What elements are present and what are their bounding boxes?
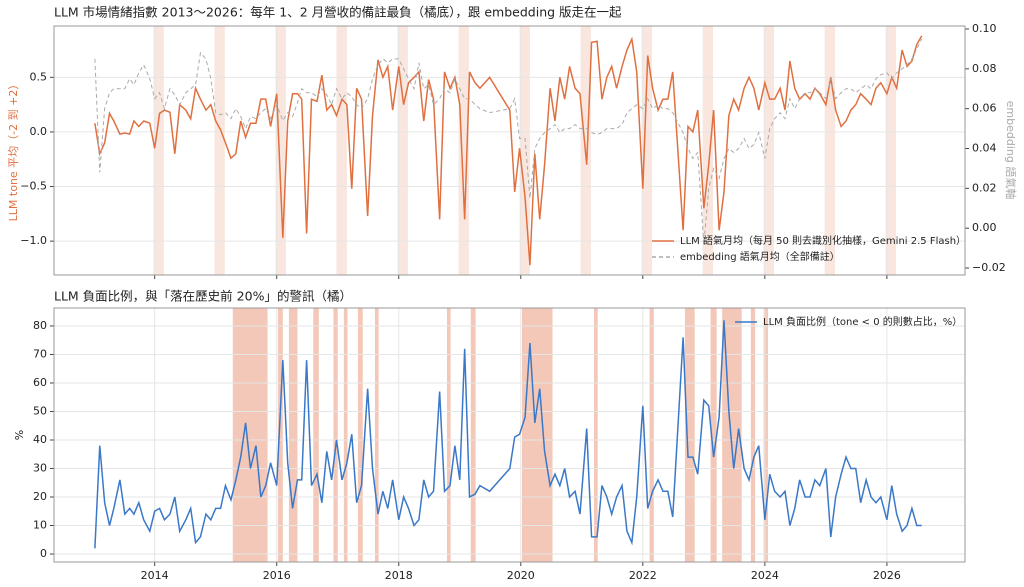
highlight-span	[522, 308, 553, 562]
chart-title: LLM 市場情緒指數 2013～2026：每年 1、2 月營收的備註最負（橘底）…	[54, 5, 622, 20]
y2-tick-label: 0.10	[972, 22, 997, 35]
series-line	[94, 35, 923, 266]
legend-label: LLM 負面比例（tone < 0 的則數占比，%）	[763, 315, 962, 328]
highlight-span	[288, 308, 298, 562]
y-tick-label: −1.0	[20, 234, 47, 247]
y-axis-label: %	[13, 430, 26, 440]
chart-title: LLM 負面比例，與「落在歷史前 20%」的警訊（橘）	[54, 289, 352, 304]
plot-frame	[53, 25, 966, 276]
highlight-span	[153, 26, 164, 275]
legend-label: LLM 語氣月均（每月 50 則去識別化抽樣，Gemini 2.5 Flash）	[680, 234, 966, 247]
highlight-span	[750, 308, 756, 562]
y2-axis-label: embedding 語氣軸	[1004, 101, 1018, 200]
y-tick-label: 0.5	[30, 70, 48, 83]
y-tick-label: 30	[33, 461, 47, 474]
highlight-span	[397, 26, 408, 275]
highlight-span	[885, 26, 897, 275]
highlight-span	[519, 26, 530, 275]
highlight-span	[232, 308, 268, 562]
y2-tick-label: 0.02	[972, 181, 997, 194]
highlight-span	[470, 308, 476, 562]
highlight-span	[641, 26, 652, 275]
highlight-span	[374, 308, 379, 562]
highlight-span	[313, 308, 319, 562]
y-tick-label: 70	[33, 347, 47, 360]
highlight-span	[649, 308, 654, 562]
y-tick-label: 10	[33, 519, 47, 532]
legend-label: embedding 語氣月均（全部備註）	[680, 250, 840, 263]
series-line	[94, 38, 923, 245]
y-tick-label: 60	[33, 376, 47, 389]
highlight-span	[333, 308, 338, 562]
highlight-span	[277, 308, 283, 562]
highlight-span	[710, 308, 717, 562]
y-tick-label: 80	[33, 319, 47, 332]
y2-tick-label: 0.06	[972, 102, 997, 115]
x-tick-label: 2014	[141, 569, 169, 582]
highlight-span	[824, 26, 836, 275]
x-tick-label: 2024	[751, 569, 779, 582]
highlight-span	[594, 308, 598, 562]
y2-tick-label: 0.04	[972, 142, 997, 155]
highlight-span	[702, 26, 713, 275]
y-tick-label: 0.0	[30, 125, 48, 138]
y-tick-label: −0.5	[20, 180, 47, 193]
y-tick-label: 0	[40, 547, 47, 560]
y-axis-label: LLM tone 平均（-2 到 +2）	[7, 79, 20, 222]
series-line	[94, 320, 922, 549]
y2-tick-label: −0.02	[972, 261, 1006, 274]
y2-tick-label: 0.08	[972, 62, 997, 75]
plot-frame	[53, 307, 966, 563]
highlight-span	[763, 26, 775, 275]
x-tick-label: 2020	[507, 569, 535, 582]
highlight-span	[214, 26, 225, 275]
highlight-span	[275, 26, 286, 275]
highlight-span	[357, 308, 363, 562]
highlight-span	[458, 26, 469, 275]
highlight-span	[763, 308, 768, 562]
y-tick-label: 40	[33, 433, 47, 446]
y2-tick-label: 0.00	[972, 221, 997, 234]
x-tick-label: 2022	[629, 569, 657, 582]
x-tick-label: 2016	[263, 569, 291, 582]
y-tick-label: 50	[33, 404, 47, 417]
y-tick-label: 20	[33, 490, 47, 503]
x-tick-label: 2026	[873, 569, 901, 582]
highlight-span	[684, 308, 695, 562]
highlight-span	[446, 308, 451, 562]
highlight-span	[336, 26, 347, 275]
highlight-span	[343, 308, 348, 562]
x-tick-label: 2018	[385, 569, 413, 582]
